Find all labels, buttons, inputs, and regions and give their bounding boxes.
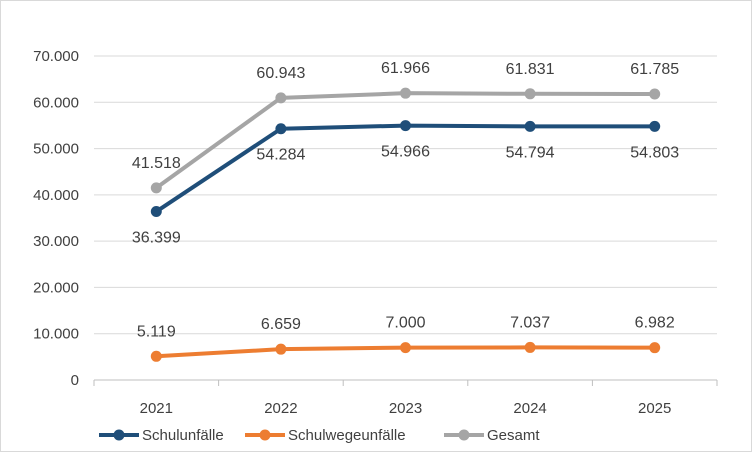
- legend-label: Schulunfälle: [142, 427, 224, 444]
- data-point: [524, 341, 536, 353]
- data-label: 6.659: [261, 316, 301, 333]
- data-point: [400, 342, 411, 354]
- data-point: [275, 123, 287, 135]
- axes: 0 10.000 20.000 30.000 40.000 50.000 60.000 70.…: [33, 48, 718, 417]
- data-label: 54.966: [381, 144, 430, 161]
- y-tick-label: 20.000: [33, 279, 79, 296]
- y-tick-label: 0: [71, 372, 79, 389]
- data-point: [150, 182, 162, 194]
- data-point: [150, 206, 162, 218]
- data-label: 7.037: [510, 314, 550, 331]
- data-label: 61.785: [630, 61, 679, 78]
- y-tick-label: 30.000: [33, 233, 79, 250]
- data-label: 7.000: [385, 315, 425, 332]
- gridlines: [94, 55, 717, 335]
- data-label: 54.803: [630, 144, 679, 161]
- y-tick-label: 40.000: [33, 187, 79, 204]
- data-point: [649, 342, 661, 354]
- data-label: 61.966: [381, 60, 430, 77]
- series-line: [154, 91, 657, 190]
- data-point: [400, 87, 411, 99]
- series-line: [154, 123, 657, 214]
- data-labels: 36.399 54.284 54.966 54.794 54.803 5.119 6.659…: [132, 60, 679, 340]
- data-label: 54.284: [256, 147, 305, 164]
- data-label: 5.119: [137, 323, 176, 340]
- data-label: 6.982: [635, 315, 675, 332]
- data-point: [649, 88, 661, 100]
- y-tick-label: 50.000: [33, 141, 79, 158]
- legend-label: Schulwegeunfälle: [288, 427, 406, 444]
- data-points: [150, 87, 661, 362]
- x-tick-label: 2021: [140, 400, 173, 417]
- x-tick-label: 2022: [264, 400, 297, 417]
- y-tick-label: 10.000: [33, 326, 79, 343]
- data-label: 54.794: [506, 144, 555, 161]
- x-tick-label: 2023: [389, 400, 422, 417]
- data-label: 61.831: [506, 61, 555, 78]
- legend: Schulunfälle Schulwegeunfälle Gesamt: [99, 427, 540, 444]
- data-point: [400, 120, 411, 132]
- data-point: [524, 120, 536, 132]
- data-point: [150, 350, 162, 362]
- data-point: [524, 88, 536, 100]
- data-label: 36.399: [132, 230, 181, 247]
- data-label: 41.518: [132, 155, 181, 172]
- legend-label: Gesamt: [487, 427, 540, 444]
- legend-marker: [259, 429, 271, 441]
- data-point: [649, 120, 661, 132]
- data-point: [275, 92, 287, 104]
- x-tick-label: 2024: [513, 400, 546, 417]
- y-tick-label: 70.000: [33, 48, 79, 65]
- y-tick-label: 60.000: [33, 94, 79, 111]
- x-tick-label: 2025: [638, 400, 671, 417]
- legend-marker: [458, 429, 470, 441]
- legend-marker: [113, 429, 125, 441]
- data-point: [275, 343, 287, 355]
- data-label: 60.943: [256, 65, 305, 82]
